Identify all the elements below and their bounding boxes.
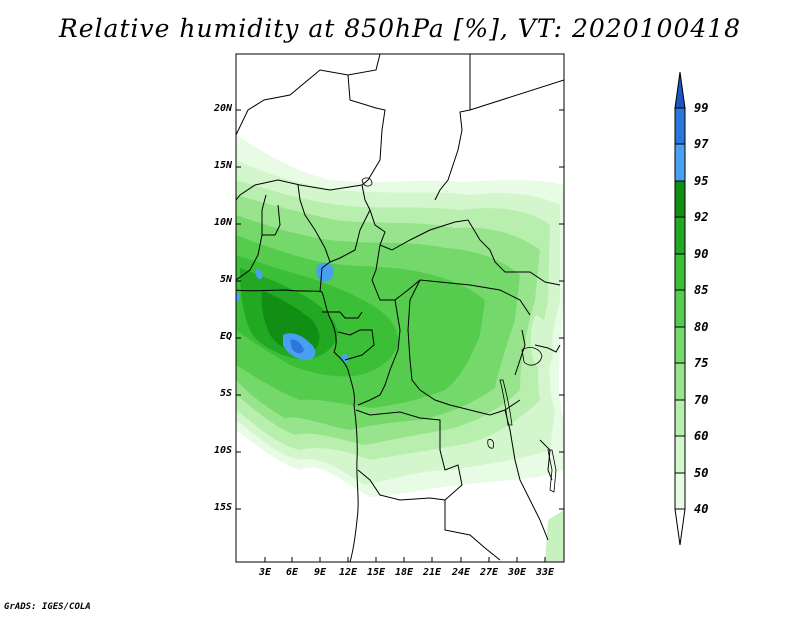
colorbar-label-85: 85 (694, 283, 709, 297)
grads-credit: GrADS: IGES/COLA (4, 602, 91, 612)
colorbar-label-70: 70 (694, 393, 709, 407)
colorbar-bin-60 (674, 399, 686, 437)
lon-label-27e: 27E (479, 567, 499, 578)
rh-92-region (261, 290, 320, 354)
rh-40-patch-sw (545, 510, 564, 562)
lon-ticks (264, 557, 546, 562)
rh-97-patch (290, 339, 304, 354)
lat-label-20n: 20N (213, 103, 232, 114)
lon-label-21e: 21E (422, 567, 442, 578)
rh-40-patch-ne (530, 315, 554, 368)
lon-label-33e: 33E (535, 567, 555, 578)
humidity-field (236, 135, 564, 562)
lon-label-6e: 6E (285, 567, 299, 578)
lat-label-15s: 15S (213, 502, 232, 513)
lake-mweru (487, 439, 495, 449)
lat-label-eq: EQ (219, 331, 232, 342)
rh-95-patch (342, 353, 349, 363)
lat-label-5n: 5N (219, 274, 232, 285)
colorbar-bin-70 (674, 362, 686, 401)
lake-tanganyika (499, 379, 513, 426)
chart-title: Relative humidity at 850hPa [%], VT: 202… (58, 14, 742, 43)
lake-victoria (521, 347, 543, 366)
colorbar-bin-50 (674, 435, 686, 474)
colorbar-label-80: 80 (694, 320, 709, 334)
lake-malawi (547, 449, 557, 493)
lon-label-3e: 3E (258, 567, 272, 578)
colorbar-label-75: 75 (694, 356, 709, 370)
colorbar-bottom-arrow (674, 508, 686, 546)
rh-95-patch (255, 269, 263, 280)
colorbar-bin-90 (674, 216, 686, 255)
lon-label-30e: 30E (507, 567, 527, 578)
map-frame (235, 53, 565, 563)
rh-95-patch (316, 262, 334, 282)
colorbar-label-97: 97 (694, 137, 709, 151)
colorbar-bin-80 (674, 289, 686, 328)
colorbar-label-40: 40 (694, 502, 709, 516)
lat-label-10n: 10N (213, 217, 232, 228)
lon-label-15e: 15E (366, 567, 386, 578)
rh-95-patch (236, 292, 240, 302)
colorbar-label-60: 60 (694, 429, 709, 443)
lat-label-5s: 5S (219, 388, 232, 399)
colorbar-label-90: 90 (694, 247, 709, 261)
lon-label-18e: 18E (394, 567, 414, 578)
lon-label-24e: 24E (451, 567, 471, 578)
colorbar-bin-85 (674, 253, 686, 291)
colorbar-label-99: 99 (694, 101, 709, 115)
lakes (361, 177, 557, 493)
lat-label-10s: 10S (213, 445, 232, 456)
lon-label-12e: 12E (338, 567, 358, 578)
colorbar-bin-75 (674, 326, 686, 364)
colorbar-bin-95 (674, 143, 686, 182)
lat-label-15n: 15N (213, 160, 232, 171)
coastline (236, 289, 359, 562)
lat-ticks (236, 109, 564, 510)
colorbar-bin-97 (674, 107, 686, 145)
colorbar-bin-92 (674, 180, 686, 218)
colorbar-label-95: 95 (694, 174, 709, 188)
colorbar (674, 71, 686, 546)
colorbar-bin-40 (674, 472, 686, 510)
colorbar-top-arrow (674, 71, 686, 109)
lake-chad (361, 177, 373, 187)
country-borders (236, 54, 564, 562)
colorbar-label-92: 92 (694, 210, 709, 224)
colorbar-label-50: 50 (694, 466, 709, 480)
lon-label-9e: 9E (313, 567, 327, 578)
